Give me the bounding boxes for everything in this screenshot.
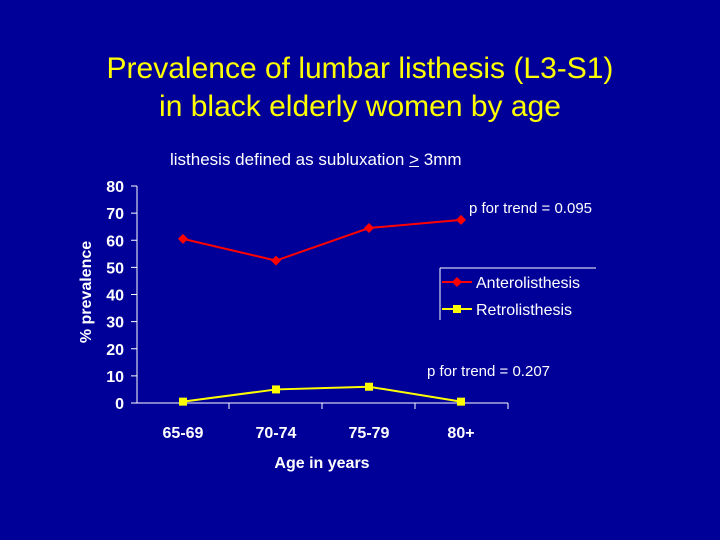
title-line-1: Prevalence of lumbar listhesis (L3-S1) (106, 52, 614, 85)
data-point-anterolisthesis (271, 255, 281, 266)
axes: 0 10 20 30 40 50 60 70 80 65-69 70-74 75-79 80+ (106, 179, 509, 442)
series-line-retrolisthesis (182, 385, 462, 403)
y-tick-label: 10 (106, 369, 124, 386)
data-point-retrolisthesis (179, 397, 187, 406)
y-tick-label: 30 (106, 315, 124, 332)
subtitle: listhesis defined as subluxation > 3mm (170, 150, 462, 170)
data-point-retrolisthesis (272, 385, 280, 394)
y-tick-label: 0 (115, 396, 124, 413)
series-line-anterolisthesis (182, 218, 462, 262)
legend-label-retrolisthesis: Retrolisthesis (476, 302, 572, 319)
x-tick-label: 75-79 (349, 425, 390, 442)
legend-marker-retrolisthesis (453, 305, 461, 313)
legend-marker-anterolisthesis (452, 277, 462, 287)
y-tick-label: 80 (106, 179, 124, 196)
data-point-anterolisthesis (456, 214, 466, 225)
y-tick-label: 20 (106, 342, 124, 359)
x-axis-label: Age in years (274, 455, 369, 472)
y-axis-label: % prevalence (78, 241, 95, 343)
annotation-retro-trend: p for trend = 0.207 (427, 363, 550, 380)
subtitle-ge-symbol: > (409, 150, 420, 169)
subtitle-suffix: 3mm (419, 150, 462, 169)
subtitle-prefix: listhesis defined as subluxation (170, 150, 410, 169)
series-group (178, 214, 466, 406)
data-point-retrolisthesis (365, 382, 373, 391)
y-tick-label: 70 (106, 206, 124, 223)
legend: Anterolisthesis Retrolisthesis (439, 267, 596, 320)
y-tick-label: 60 (106, 233, 124, 250)
legend-label-anterolisthesis: Anterolisthesis (476, 275, 580, 292)
x-tick-label: 65-69 (163, 425, 204, 442)
title-line-2: in black elderly women by age (159, 90, 561, 123)
y-tick-label: 40 (106, 288, 124, 305)
slide-title: Prevalence of lumbar listhesis (L3-S1) i… (0, 50, 720, 126)
x-tick-label: 80+ (447, 425, 474, 442)
annotation-antero-trend: p for trend = 0.095 (469, 200, 592, 217)
data-point-retrolisthesis (457, 397, 465, 406)
x-tick-label: 70-74 (256, 425, 297, 442)
data-point-anterolisthesis (178, 233, 188, 244)
data-point-anterolisthesis (364, 223, 374, 234)
y-tick-label: 50 (106, 260, 124, 277)
